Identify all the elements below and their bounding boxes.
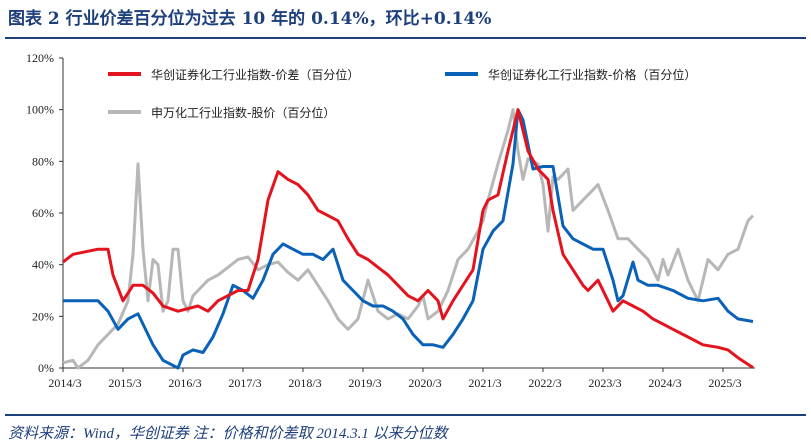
legend-label: 华创证券化工行业指数-价格（百分位）: [488, 67, 696, 82]
y-tick-label: 100%: [26, 103, 54, 117]
y-tick-label: 20%: [32, 309, 54, 323]
source-divider: [5, 414, 806, 416]
series-line-1: [63, 108, 754, 370]
x-tick-label: 2019/3: [348, 376, 381, 390]
legend-label: 申万化工行业指数-股价（百分位）: [151, 105, 335, 120]
series-line-0: [62, 108, 754, 369]
title-divider: [5, 37, 806, 39]
figure-title: 图表 2 行业价差百分位为过去 10 年的 0.14%，环比+0.14%: [8, 9, 492, 29]
x-tick-label: 2021/3: [468, 376, 501, 390]
x-tick-label: 2023/3: [588, 376, 621, 390]
x-tick-label: 2016/3: [168, 376, 201, 390]
y-tick-label: 40%: [32, 258, 54, 272]
series-line-2: [62, 108, 755, 370]
x-tick-label: 2025/3: [708, 376, 741, 390]
x-tick-label: 2014/3: [48, 376, 81, 390]
x-tick-label: 2015/3: [108, 376, 141, 390]
x-tick-label: 2017/3: [228, 376, 261, 390]
y-tick-label: 60%: [32, 206, 54, 220]
x-tick-label: 2022/3: [528, 376, 561, 390]
y-tick-label: 120%: [26, 51, 54, 65]
x-tick-label: 2018/3: [288, 376, 321, 390]
legend-label: 华创证券化工行业指数-价差（百分位）: [151, 67, 359, 82]
x-tick-label: 2024/3: [648, 376, 681, 390]
x-tick-label: 2020/3: [408, 376, 441, 390]
y-tick-label: 80%: [32, 154, 54, 168]
source-note: 资料来源：Wind，华创证券 注：价格和价差取 2014.3.1 以来分位数: [8, 426, 448, 442]
y-tick-label: 0%: [38, 361, 54, 375]
